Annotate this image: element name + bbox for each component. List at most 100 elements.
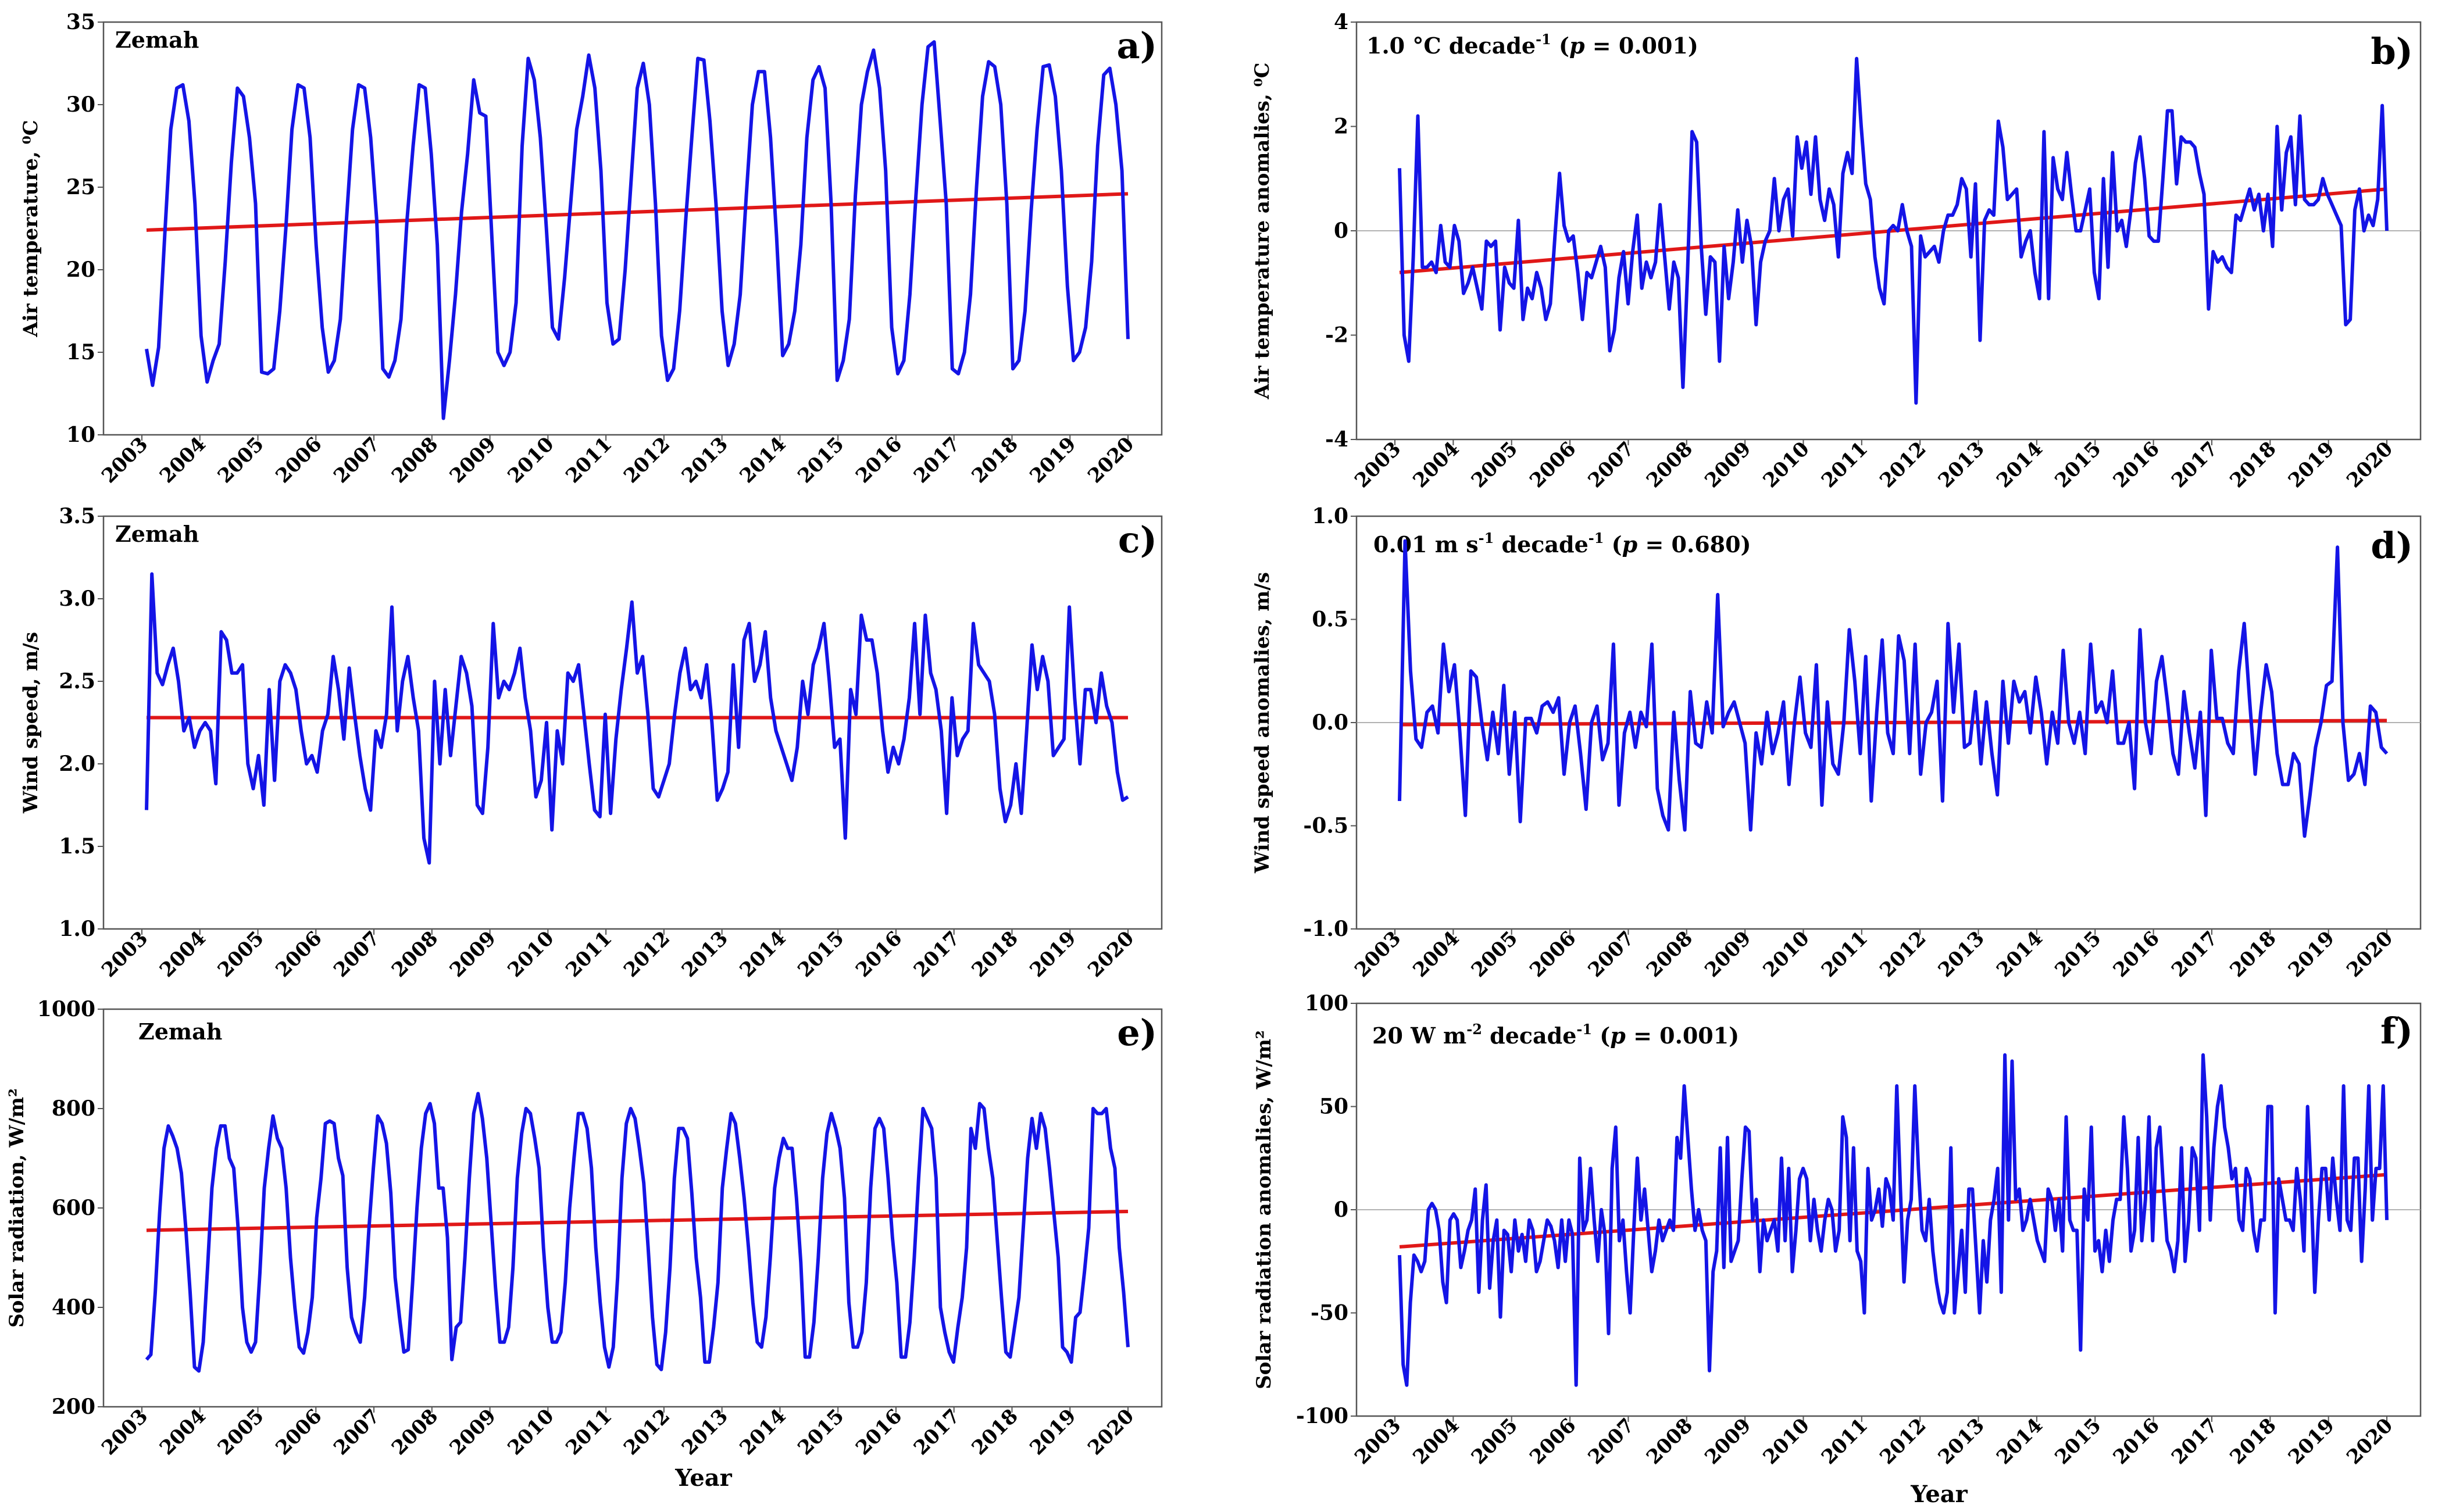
x-axis-title-left: Year [674, 1464, 732, 1492]
trend-unit: decade [1494, 531, 1588, 557]
x-tick-label: 2008 [387, 1404, 442, 1460]
x-ticks: 2003 2004 2005 2006 2007 2008 2009 2010 2011 2012… [1350, 437, 2397, 492]
x-tick-label: 2007 [1584, 1414, 1639, 1469]
x-tick-label: 2014 [1992, 927, 2047, 982]
series-line [145, 1092, 1130, 1373]
x-tick-label: 2003 [1350, 927, 1405, 982]
y-ticks: 10 15 20 25 30 35 [66, 10, 103, 447]
x-tick-label: 2003 [1350, 1414, 1405, 1469]
x-tick-label: 2017 [2167, 927, 2222, 982]
x-tick-label: 2013 [1934, 437, 1989, 492]
p-open: ( [1592, 1023, 1610, 1049]
trend-exponent-1: -1 [1479, 530, 1494, 546]
trend-exponent-1: -2 [1466, 1021, 1482, 1038]
x-tick-label: 2016 [851, 1404, 906, 1460]
y-tick-label: 25 [66, 175, 95, 199]
x-tick-label: 2003 [1350, 437, 1405, 492]
x-tick-label: 2006 [271, 432, 326, 488]
x-tick-label: 2019 [1025, 927, 1080, 982]
y-ticks: 200 400 600 800 1000 [37, 997, 103, 1419]
panel-f: 20 W m-2 decade-1 (p = 0.001) f) Solar r… [1252, 991, 2422, 1469]
x-tick-label: 2008 [387, 927, 442, 982]
x-tick-label: 2011 [1817, 437, 1872, 492]
x-tick-label: 2005 [213, 927, 269, 982]
y-tick-label: 1.5 [59, 834, 95, 859]
y-tick-label: 15 [66, 340, 95, 364]
x-tick-label: 2017 [909, 432, 965, 488]
x-tick-label: 2009 [445, 927, 501, 982]
x-tick-label: 2010 [1759, 927, 1814, 982]
y-tick-label: 4 [1334, 10, 1348, 34]
x-tick-label: 2013 [677, 1404, 733, 1460]
trend-annotation: 0.01 m s-1 decade-1 (p = 0.680) [1373, 530, 1751, 557]
trend-line [146, 1209, 1129, 1232]
x-tick-label: 2015 [793, 1404, 848, 1460]
y-tick-label: 35 [66, 10, 95, 34]
x-tick-label: 2011 [1817, 927, 1872, 982]
x-tick-label: 2004 [1409, 1414, 1464, 1469]
x-tick-label: 2019 [2284, 1414, 2339, 1469]
x-tick-label: 2012 [1875, 927, 1930, 982]
x-tick-label: 2016 [2109, 437, 2164, 492]
x-axis-title-right: Year [1910, 1481, 1968, 1508]
x-tick-label: 2012 [619, 927, 674, 982]
panel-letter: c) [1118, 519, 1157, 561]
x-tick-label: 2006 [1525, 437, 1580, 492]
x-tick-label: 2009 [1700, 1414, 1755, 1469]
x-tick-label: 2017 [2167, 437, 2222, 492]
x-tick-label: 2005 [213, 1404, 269, 1460]
y-tick-label: 3.5 [59, 504, 95, 528]
panel-letter: d) [2371, 524, 2413, 567]
y-tick-label: -0.5 [1303, 814, 1348, 838]
x-tick-label: 2003 [97, 1404, 152, 1460]
x-tick-label: 2010 [504, 1404, 559, 1460]
x-tick-label: 2012 [619, 432, 674, 488]
panel-c: Zemah c) Wind speed, m/s 1.0 1.5 2.0 2.5 3.0… [19, 504, 1163, 982]
x-tick-label: 2010 [504, 927, 559, 982]
x-tick-label: 2019 [2284, 437, 2339, 492]
x-tick-label: 2014 [736, 1404, 791, 1460]
y-tick-label: 100 [1305, 991, 1348, 1016]
series-line [1398, 1053, 2389, 1387]
y-tick-label: 400 [52, 1295, 95, 1320]
x-tick-label: 2014 [736, 927, 791, 982]
y-tick-label: 200 [52, 1395, 95, 1419]
y-tick-label: 0.0 [1312, 710, 1348, 735]
x-tick-label: 2015 [2050, 927, 2105, 982]
x-tick-label: 2017 [909, 927, 965, 982]
y-tick-label: 800 [52, 1096, 95, 1121]
panel-letter: b) [2371, 30, 2413, 73]
y-tick-label: 20 [66, 258, 95, 282]
x-tick-label: 2011 [561, 432, 616, 488]
plot-frame [102, 21, 1163, 436]
x-tick-label: 2004 [155, 432, 210, 488]
x-tick-label: 2006 [1525, 927, 1580, 982]
y-tick-label: 1000 [37, 997, 95, 1021]
station-label: Zemah [115, 27, 199, 53]
y-axis-title: Air temperature anomalies, ⁰C [1251, 62, 1274, 399]
p-open: ( [1604, 531, 1622, 557]
y-axis-title: Wind speed anomalies, m/s [1251, 572, 1274, 874]
x-tick-label: 2007 [1584, 927, 1639, 982]
x-tick-label: 2010 [504, 432, 559, 488]
series-line [145, 572, 1129, 865]
y-tick-label: 1.0 [59, 917, 95, 941]
x-tick-label: 2003 [97, 432, 152, 488]
panel-e: Zemah e) Solar radiation, W/m² 200 400 600… [5, 997, 1163, 1460]
x-tick-label: 2006 [271, 1404, 326, 1460]
y-tick-label: 1.0 [1312, 504, 1348, 528]
x-tick-label: 2009 [445, 432, 501, 488]
x-ticks: 2003 2004 2005 2006 2007 2008 2009 2010 2011 2012… [1350, 1414, 2397, 1469]
trend-exponent-2: -1 [1576, 1021, 1592, 1038]
x-tick-label: 2007 [1584, 437, 1639, 492]
p-open: ( [1551, 33, 1569, 59]
x-tick-label: 2011 [1817, 1414, 1872, 1469]
x-ticks: 2003 2004 2005 2006 2007 2008 2009 2010 2011 2012… [97, 927, 1138, 982]
series-line [145, 40, 1130, 420]
x-tick-label: 2018 [968, 1404, 1023, 1460]
x-ticks: 2003 2004 2005 2006 2007 2008 2009 2010 2011 2012… [97, 432, 1138, 488]
x-tick-label: 2015 [793, 432, 848, 488]
x-tick-label: 2006 [271, 927, 326, 982]
y-axis-title: Wind speed, m/s [19, 632, 42, 814]
x-tick-label: 2012 [1875, 437, 1930, 492]
